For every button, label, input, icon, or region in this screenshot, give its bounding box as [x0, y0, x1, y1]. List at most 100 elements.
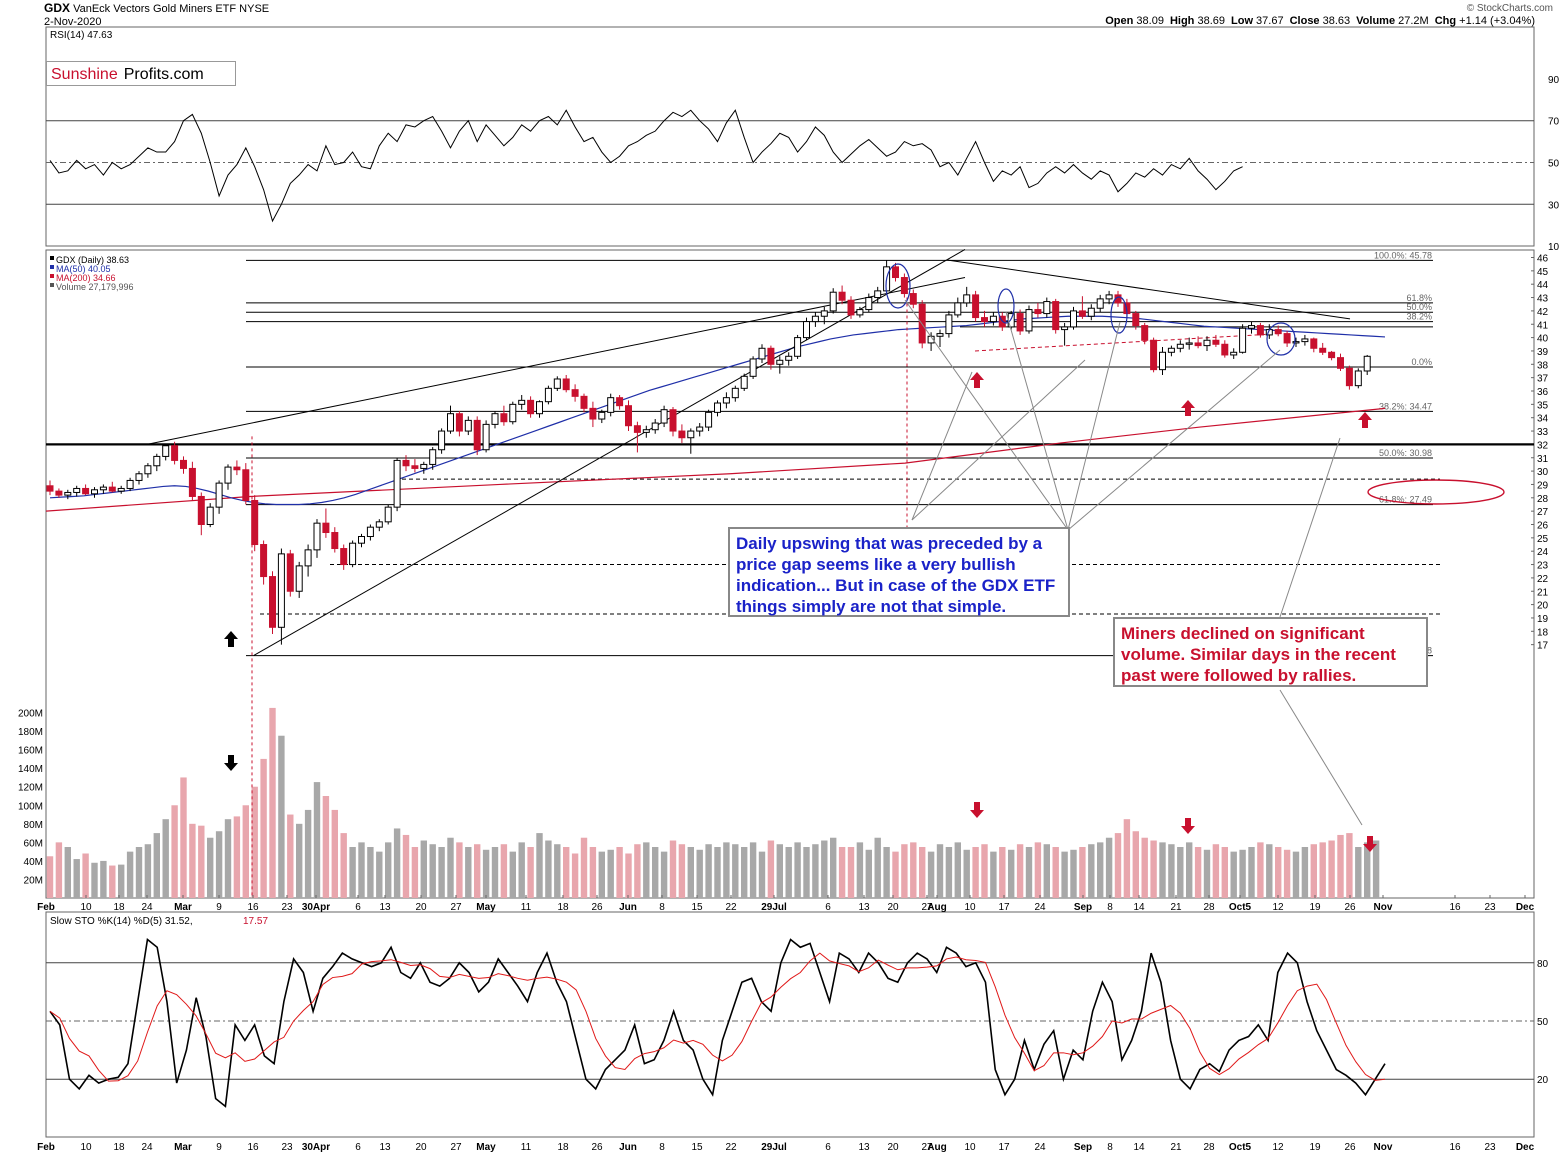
- price-y-tick: 26: [1537, 521, 1549, 532]
- candle-body: [73, 487, 81, 493]
- volume-bar: [518, 842, 525, 898]
- stoch-x-tick: 6: [355, 1142, 361, 1153]
- volume-y-tick: 140M: [18, 764, 43, 775]
- volume-bar: [910, 842, 917, 898]
- fib-level-label: 38.2%: [1406, 312, 1432, 322]
- candle-body: [260, 544, 268, 578]
- fib-level-label: 50.0%: [1406, 302, 1432, 312]
- candle-body: [162, 445, 170, 457]
- candle-body: [820, 310, 828, 317]
- price-x-tick: 13: [379, 902, 391, 913]
- candle-body: [429, 449, 437, 465]
- candle-body: [1256, 325, 1264, 336]
- volume-bar: [874, 837, 881, 898]
- candle-body: [358, 536, 365, 544]
- volume-bar: [171, 805, 178, 898]
- volume-bar: [126, 851, 134, 898]
- price-legend: GDX (Daily) 38.63: [56, 255, 129, 265]
- stoch-legend: Slow STO %K(14) %D(5) 31.52,: [50, 916, 193, 927]
- arrow-up-icon: [1358, 412, 1372, 428]
- candle-body: [251, 499, 259, 546]
- candle-body: [1159, 351, 1166, 371]
- volume-bar: [1141, 837, 1148, 898]
- price-x-tick: 16: [1449, 902, 1461, 913]
- volume-bar: [1310, 844, 1317, 898]
- volume-bar: [1346, 833, 1353, 898]
- ohlc-value: 27.2M: [1395, 15, 1429, 27]
- stoch-x-tick: Sep: [1074, 1142, 1092, 1153]
- volume-bar: [1337, 834, 1344, 898]
- candle-body: [313, 522, 321, 551]
- stoch-x-tick: 26: [1344, 1142, 1356, 1153]
- volume-bar: [536, 833, 543, 898]
- candle-body: [135, 473, 143, 481]
- price-y-tick: 28: [1537, 494, 1549, 505]
- candle-body: [1221, 343, 1229, 356]
- candle-body: [340, 548, 348, 566]
- volume-bar: [803, 847, 810, 898]
- candle-body: [242, 469, 250, 501]
- price-y-tick: 20: [1537, 601, 1549, 612]
- volume-bar: [260, 758, 267, 898]
- candle-body: [803, 321, 810, 339]
- volume-bar: [1016, 844, 1024, 898]
- candle-body: [1176, 343, 1184, 349]
- price-x-tick: 11: [521, 902, 532, 913]
- volume-bar: [242, 805, 249, 898]
- volume-y-tick: 160M: [18, 746, 43, 757]
- candle-body: [1141, 325, 1149, 341]
- candle-body: [1105, 294, 1113, 300]
- volume-bar: [1105, 837, 1113, 898]
- ohlc-value: 38.69: [1194, 15, 1225, 27]
- volume-bar: [643, 842, 650, 898]
- volume-bar: [714, 847, 721, 898]
- volume-bar: [251, 786, 258, 898]
- volume-bar: [598, 851, 605, 898]
- candle-body: [126, 479, 134, 489]
- candle-body: [900, 277, 908, 295]
- volume-bar: [465, 847, 472, 898]
- volume-bar: [741, 847, 748, 898]
- price-y-tick: 18: [1537, 627, 1549, 638]
- price-y-tick: 44: [1537, 280, 1549, 291]
- volume-bar: [838, 847, 846, 898]
- stoch-x-tick: 20: [415, 1142, 427, 1153]
- stoch-x-tick: 8: [1107, 1142, 1113, 1153]
- candle-body: [562, 378, 570, 391]
- ma50-legend: MA(50) 40.05: [56, 264, 111, 274]
- volume-bar: [785, 847, 792, 898]
- volume-bar: [945, 847, 953, 898]
- candle-body: [171, 445, 179, 461]
- volume-bar: [749, 842, 757, 898]
- price-x-tick: 16: [247, 902, 259, 913]
- stoch-x-tick: 18: [113, 1142, 125, 1153]
- stoch-x-tick: 8: [659, 1142, 665, 1153]
- volume-bar: [936, 844, 944, 898]
- volume-bar: [883, 847, 890, 898]
- volume-y-tick: 200M: [18, 709, 43, 720]
- candle-body: [1052, 301, 1060, 331]
- price-y-tick: 46: [1537, 254, 1549, 265]
- candle-body: [1203, 339, 1211, 347]
- price-x-tick: 21: [1170, 902, 1182, 913]
- candle-body: [571, 389, 579, 397]
- callout-pointer: [1067, 349, 1281, 531]
- volume-legend-swatch: [50, 283, 54, 287]
- volume-bar: [224, 819, 232, 898]
- candle-body: [447, 413, 454, 432]
- candle-body: [580, 395, 588, 409]
- stoch-x-tick: 14: [1133, 1142, 1145, 1153]
- candle-body: [598, 411, 606, 420]
- fib-level-label: 61.8%: [1406, 293, 1432, 303]
- volume-bar: [625, 853, 632, 898]
- volume-bar: [1248, 847, 1255, 898]
- gap-dashed-line: [974, 333, 1281, 352]
- candle-body: [366, 526, 374, 538]
- candle-body: [1007, 313, 1015, 328]
- rsi-y-tick: 10: [1548, 242, 1560, 253]
- volume-bar: [669, 840, 677, 898]
- volume-bar: [1088, 844, 1095, 898]
- candle-body: [55, 490, 63, 496]
- volume-bar: [1070, 849, 1077, 898]
- volume-bar: [1283, 849, 1291, 898]
